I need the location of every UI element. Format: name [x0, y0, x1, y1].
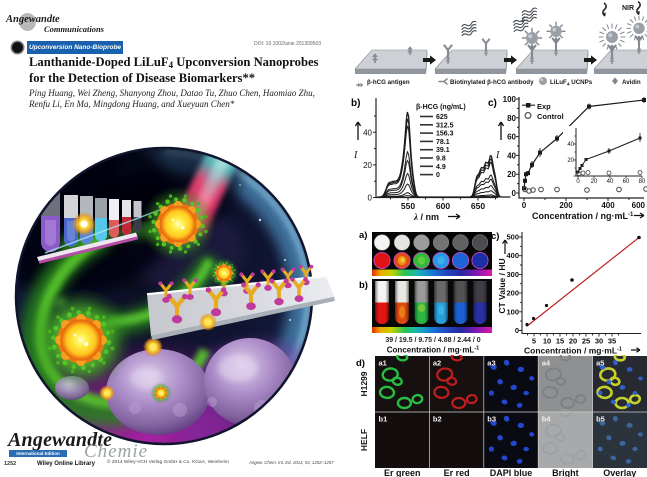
svg-text:Concentration / ng·mL-1: Concentration / ng·mL-1	[532, 211, 634, 221]
svg-text:20: 20	[567, 158, 574, 164]
svg-text:b3: b3	[487, 415, 496, 424]
svg-text:300: 300	[506, 270, 519, 279]
svg-text:b4: b4	[542, 415, 552, 424]
svg-text:I: I	[495, 150, 500, 161]
svg-text:4.9: 4.9	[436, 164, 446, 171]
svg-text:b2: b2	[433, 415, 442, 424]
svg-text:25: 25	[582, 337, 590, 346]
svg-text:650: 650	[471, 201, 485, 211]
svg-text:60: 60	[507, 133, 516, 142]
svg-text:500: 500	[506, 233, 519, 242]
svg-text:10: 10	[543, 337, 551, 346]
svg-text:40: 40	[607, 179, 614, 185]
svg-text:a5: a5	[596, 359, 604, 368]
svg-text:20: 20	[363, 161, 372, 170]
svg-text:60: 60	[623, 179, 630, 185]
svg-text:c): c)	[491, 231, 499, 242]
svg-text:Overlay: Overlay	[603, 468, 636, 477]
svg-text:40: 40	[567, 142, 574, 148]
svg-text:b): b)	[359, 280, 368, 291]
svg-text:0: 0	[512, 189, 517, 198]
svg-text:600: 600	[436, 201, 450, 211]
svg-text:0: 0	[436, 172, 440, 179]
svg-text:200: 200	[506, 289, 519, 298]
svg-text:CT Value / HU: CT Value / HU	[497, 258, 507, 313]
svg-text:0: 0	[576, 179, 580, 185]
svg-text:H1299: H1299	[359, 371, 369, 396]
svg-text:20: 20	[591, 179, 598, 185]
svg-text:Exp: Exp	[537, 102, 551, 111]
svg-text:156.3: 156.3	[436, 131, 454, 138]
svg-text:a2: a2	[433, 359, 441, 368]
svg-text:DAPI blue: DAPI blue	[490, 468, 533, 477]
svg-text:40: 40	[507, 151, 516, 160]
svg-text:312.5: 312.5	[436, 122, 454, 129]
svg-text:100: 100	[506, 307, 519, 316]
svg-text:d): d)	[356, 358, 365, 369]
svg-text:40: 40	[363, 128, 372, 137]
svg-text:9.8: 9.8	[436, 156, 446, 163]
svg-text:625: 625	[436, 114, 448, 121]
svg-text:80: 80	[507, 114, 516, 123]
svg-text:LiLuF4 UCNPs: LiLuF4 UCNPs	[550, 79, 593, 88]
svg-text:80: 80	[639, 179, 646, 185]
svg-text:b5: b5	[596, 415, 605, 424]
svg-text:39 / 19.5 / 9.75 / 4.88 / 2.44: 39 / 19.5 / 9.75 / 4.88 / 2.44 / 0	[385, 337, 480, 344]
svg-text:a1: a1	[379, 359, 387, 368]
svg-text:b1: b1	[379, 415, 388, 424]
svg-text:HELF: HELF	[359, 429, 369, 451]
svg-text:Control: Control	[537, 112, 564, 121]
svg-text:Concentration / mg·mL-1: Concentration / mg·mL-1	[387, 346, 479, 355]
svg-text:550: 550	[401, 201, 415, 211]
svg-text:5: 5	[532, 337, 536, 346]
svg-text:β-hCG antigen: β-hCG antigen	[367, 79, 410, 86]
svg-text:NIR: NIR	[622, 5, 634, 12]
svg-text:100: 100	[503, 95, 517, 104]
svg-text:600: 600	[632, 201, 646, 210]
svg-text:0: 0	[368, 194, 373, 203]
svg-text:Bright: Bright	[552, 468, 579, 477]
svg-text:0: 0	[515, 326, 519, 335]
svg-text:78.1: 78.1	[436, 139, 450, 146]
svg-text:a3: a3	[487, 359, 495, 368]
svg-text:20: 20	[507, 170, 516, 179]
svg-text:b): b)	[351, 98, 360, 109]
svg-text:a): a)	[359, 230, 367, 241]
svg-text:Avidin: Avidin	[622, 79, 641, 86]
svg-text:35: 35	[608, 337, 616, 346]
svg-text:Concentration / mg·mL-1: Concentration / mg·mL-1	[524, 346, 622, 356]
svg-text:400: 400	[506, 251, 519, 260]
svg-text:200: 200	[559, 201, 573, 210]
svg-text:15: 15	[556, 337, 564, 346]
svg-text:Biotinylated β-hCG antibody: Biotinylated β-hCG antibody	[450, 79, 534, 86]
svg-text:20: 20	[569, 337, 577, 346]
svg-text:I: I	[353, 150, 358, 161]
svg-text:Er green: Er green	[384, 468, 421, 477]
svg-text:Er red: Er red	[444, 468, 470, 477]
svg-text:30: 30	[595, 337, 603, 346]
svg-text:λ / nm: λ / nm	[413, 212, 439, 222]
svg-text:β-HCG (ng/mL): β-HCG (ng/mL)	[416, 104, 466, 111]
svg-text:400: 400	[601, 201, 615, 210]
svg-text:39.1: 39.1	[436, 147, 450, 154]
svg-text:c): c)	[488, 98, 497, 109]
svg-text:0: 0	[522, 201, 527, 210]
svg-text:a4: a4	[542, 359, 551, 368]
